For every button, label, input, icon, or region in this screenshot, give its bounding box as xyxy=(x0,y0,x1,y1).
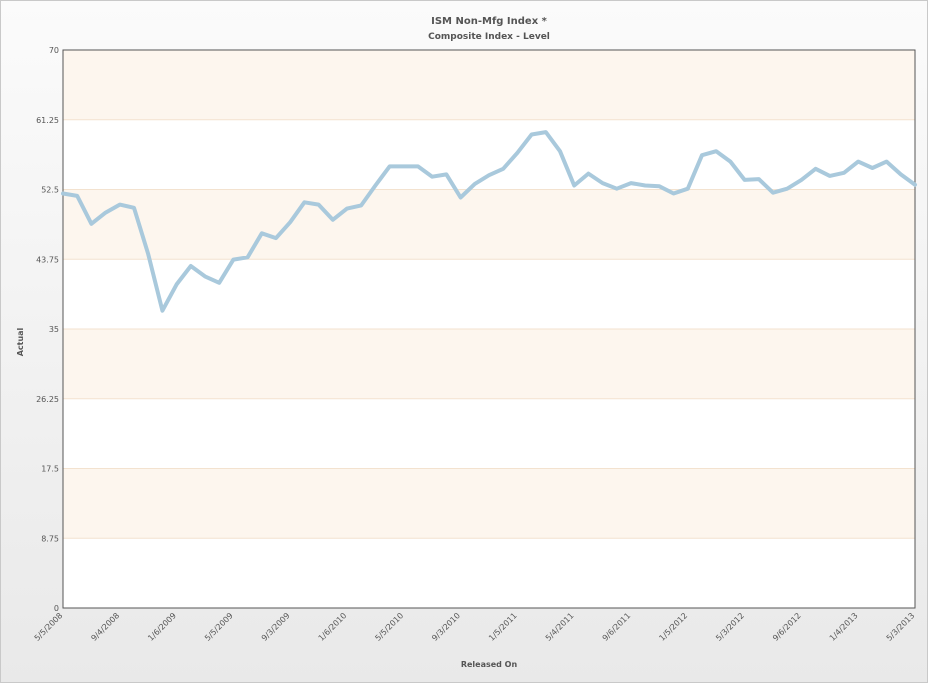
x-tick-label: 1/5/2012 xyxy=(657,611,689,643)
x-tick-label: 5/5/2008 xyxy=(33,611,65,643)
y-axis-title: Actual xyxy=(16,327,25,356)
gridlines xyxy=(63,119,915,539)
x-tick-label: 5/4/2011 xyxy=(544,611,576,643)
x-tick-label: 9/6/2011 xyxy=(601,611,633,643)
series-group xyxy=(61,130,917,313)
plot-band xyxy=(63,119,915,190)
x-tick-label: 9/4/2008 xyxy=(89,611,121,643)
plot-band xyxy=(63,329,915,399)
plot-band xyxy=(63,189,915,260)
x-tick-label: 1/4/2013 xyxy=(828,611,860,643)
y-tick-label: 61.25 xyxy=(36,116,59,125)
x-tick-label: 5/5/2009 xyxy=(203,611,235,643)
y-tick-label: 35 xyxy=(49,325,59,334)
y-tick-label: 43.75 xyxy=(36,255,59,264)
x-tick-label: 9/3/2010 xyxy=(430,611,462,643)
plot-area xyxy=(62,49,916,609)
y-tick-label: 17.5 xyxy=(41,465,59,474)
y-tick-label: 26.25 xyxy=(36,395,59,404)
chart-subtitle: Composite Index - Level xyxy=(428,32,550,42)
y-axis-ticks: 0 8.75 17.5 26.25 35 43.75 52.5 61.25 70 xyxy=(36,46,59,613)
y-tick-label: 52.5 xyxy=(41,186,59,195)
plot-band xyxy=(63,259,915,329)
x-axis-title: Released On xyxy=(461,660,518,669)
series-line xyxy=(61,130,917,313)
y-tick-label: 0 xyxy=(54,604,59,613)
y-tick-label: 8.75 xyxy=(41,534,59,543)
x-tick-label: 5/3/2013 xyxy=(885,611,917,643)
x-tick-label: 1/6/2010 xyxy=(317,611,349,643)
chart-title: ISM Non-Mfg Index * xyxy=(431,16,548,27)
x-tick-label: 5/3/2012 xyxy=(714,611,746,643)
x-tick-label: 9/3/2009 xyxy=(260,611,292,643)
x-axis-ticks: 5/5/2008 9/4/2008 1/6/2009 5/5/2009 9/3/2009… xyxy=(33,611,917,643)
y-tick-label: 70 xyxy=(49,46,59,55)
x-tick-label: 9/6/2012 xyxy=(771,611,803,643)
x-tick-label: 1/5/2011 xyxy=(487,611,519,643)
plot-band xyxy=(63,538,915,608)
x-tick-label: 1/6/2009 xyxy=(146,611,178,643)
plot-band xyxy=(63,398,915,469)
plot-bands xyxy=(63,50,915,608)
plot-band xyxy=(63,50,915,120)
plot-band xyxy=(63,468,915,539)
x-tick-label: 5/5/2010 xyxy=(373,611,405,643)
